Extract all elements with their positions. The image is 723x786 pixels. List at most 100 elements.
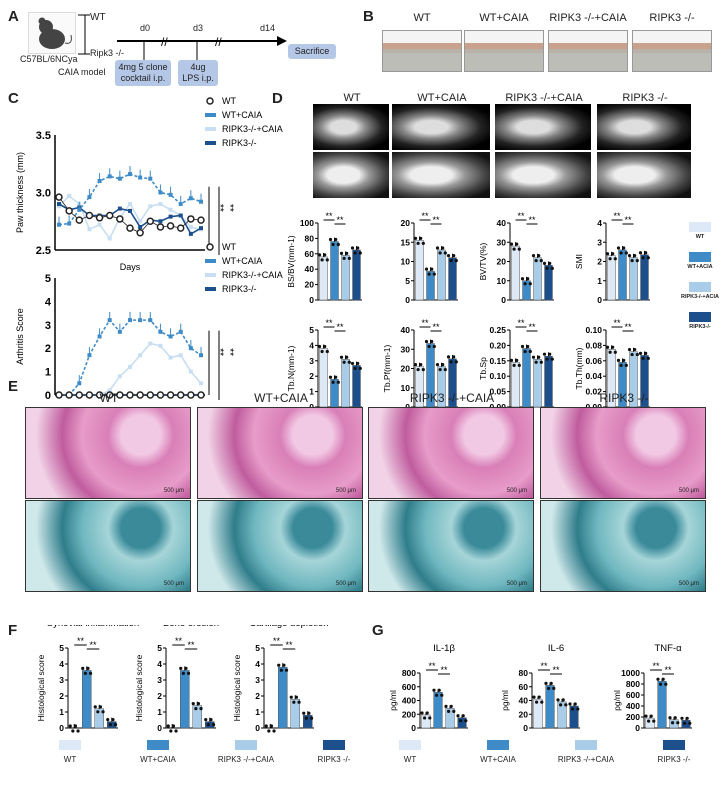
significance-label: ** (528, 322, 536, 332)
scale-bar: 500 μm (335, 488, 356, 494)
y-tick-label: 10 (401, 383, 411, 393)
legend-label: RIPK3 -/- (657, 755, 691, 764)
data-point (86, 666, 90, 670)
data-point (199, 353, 203, 358)
bar-chart-il1b: IL-1β 0 200 400 600 800 pg/ml ** ** (388, 643, 468, 733)
y-tick-label: 4 (597, 218, 602, 228)
data-point (633, 347, 637, 352)
scale-bar: 500 μm (506, 581, 527, 587)
timeline-arrow: // // (117, 35, 287, 49)
y-tick-label: 30 (497, 237, 507, 247)
data-point (564, 703, 568, 707)
data-point (534, 259, 538, 263)
y-tick-label: 3.5 (36, 130, 51, 142)
panel-fg-charts: Synovial inflammation 0 1 2 3 4 5 Histological … (36, 625, 692, 733)
significance-label: ** (336, 215, 344, 225)
data-point (605, 252, 610, 256)
legend-label: WT (63, 755, 77, 764)
y-tick-label: 5 (45, 273, 51, 285)
data-point (683, 721, 687, 725)
y-tick-label: 2 (597, 257, 602, 267)
data-point (95, 214, 104, 222)
y-tick-label: 1 (309, 387, 314, 397)
y-tick-label: 3 (45, 320, 51, 332)
data-point (616, 358, 621, 362)
data-point (73, 724, 78, 728)
data-point (539, 259, 543, 263)
data-point (169, 729, 173, 733)
safranin-o-stain-image: 500 μm (540, 500, 706, 592)
data-point (116, 215, 124, 223)
y-tick-label: 3 (255, 675, 260, 685)
y-tick-label: 2 (255, 691, 260, 701)
y-tick-label: 0 (501, 295, 506, 305)
microct-image-3d (597, 152, 691, 198)
data-point (206, 723, 210, 727)
strain-label: C57BL/6NCya (20, 54, 78, 64)
data-point (187, 215, 195, 223)
significance-label: ** (224, 204, 235, 212)
data-point (107, 388, 112, 393)
data-point (108, 723, 112, 727)
legend-label: RIPK3-/- (222, 138, 257, 148)
data-point (638, 251, 643, 255)
y-tick-label: 3 (59, 675, 64, 685)
bar-chart-smi: 0 1 2 3 4 SMI ** ** (574, 211, 650, 305)
data-point (664, 682, 668, 686)
data-point (166, 222, 175, 230)
data-point (622, 358, 626, 362)
data-point (452, 709, 456, 714)
data-point (438, 367, 442, 372)
significance-label: ** (175, 636, 183, 646)
data-point (138, 219, 143, 224)
safranin-o-stain-image: 500 μm (197, 500, 363, 592)
legend-label: RIPK3-/-+CAIA (222, 270, 283, 280)
y-tick-label: 1000 (621, 668, 640, 678)
data-point (550, 266, 554, 270)
data-point (199, 381, 203, 386)
legend-label: WT+CAIA (480, 755, 516, 764)
significance-label: ** (652, 661, 660, 671)
y-tick-label: 80 (305, 233, 315, 243)
data-point (117, 206, 122, 211)
paw-photo (632, 30, 712, 72)
data-point (676, 721, 680, 725)
data-point (421, 367, 425, 372)
svg-text://: // (161, 35, 168, 49)
data-point (304, 716, 308, 720)
legend-marker (206, 97, 214, 105)
legend-label: RIPK3-/-+ACIA (680, 294, 720, 300)
legend-item: WT (375, 740, 445, 764)
data-point (688, 721, 692, 725)
data-point (454, 360, 458, 364)
data-point (116, 391, 124, 399)
data-point (334, 375, 338, 379)
data-point (111, 718, 115, 722)
legend-item: RIPK3 -/-+CAIA (551, 740, 621, 764)
data-point (647, 719, 651, 723)
bar-chart-bone: Bone erosion 0 1 2 3 4 5 Histological score ** ** (134, 625, 219, 733)
data-point (526, 344, 530, 349)
legend-item: WT (35, 740, 105, 764)
significance-label: ** (517, 318, 525, 328)
data-point (424, 267, 429, 271)
y-tick-label: 20 (497, 257, 507, 267)
data-point (613, 350, 617, 354)
data-point (158, 219, 163, 224)
data-point (282, 663, 286, 667)
histology-title: WT+CAIA (254, 391, 308, 405)
data-point (520, 344, 525, 349)
data-point (613, 257, 617, 261)
data-point (117, 374, 122, 379)
data-point (126, 224, 134, 232)
y-tick-label: 2 (59, 691, 64, 701)
data-point (528, 349, 532, 354)
data-point (211, 723, 216, 727)
y-axis-label: BS/BV(mm-1) (286, 235, 296, 288)
data-point (641, 356, 645, 361)
bar (544, 265, 553, 301)
data-point (435, 246, 440, 250)
legend-swatch (689, 252, 711, 262)
y-axis-label: BV/TV(%) (478, 242, 488, 280)
significance-label: ** (214, 348, 225, 356)
